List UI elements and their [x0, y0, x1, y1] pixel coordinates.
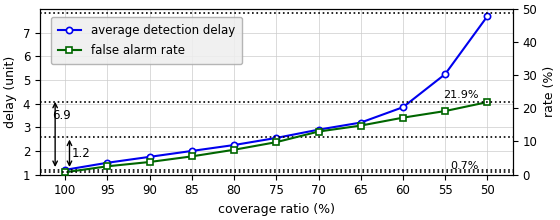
- false alarm rate: [442, 110, 449, 112]
- false alarm rate: [315, 130, 322, 133]
- Line: false alarm rate: false alarm rate: [62, 99, 491, 175]
- Text: 6.9: 6.9: [52, 109, 71, 122]
- Y-axis label: rate (%): rate (%): [543, 66, 556, 117]
- false alarm rate: [189, 155, 195, 158]
- false alarm rate: [273, 141, 279, 143]
- average detection delay: [400, 106, 407, 108]
- false alarm rate: [62, 171, 69, 174]
- false alarm rate: [484, 101, 491, 103]
- average detection delay: [189, 150, 195, 152]
- false alarm rate: [357, 124, 364, 127]
- average detection delay: [273, 137, 279, 139]
- average detection delay: [104, 161, 111, 164]
- average detection delay: [357, 121, 364, 124]
- false alarm rate: [231, 148, 237, 151]
- false alarm rate: [400, 116, 407, 119]
- X-axis label: coverage ratio (%): coverage ratio (%): [218, 203, 335, 216]
- Y-axis label: delay (unit): delay (unit): [4, 56, 17, 128]
- average detection delay: [315, 128, 322, 131]
- average detection delay: [146, 156, 153, 158]
- false alarm rate: [104, 165, 111, 168]
- Text: 21.9%: 21.9%: [444, 90, 479, 100]
- Text: 0.7%: 0.7%: [451, 161, 479, 170]
- average detection delay: [231, 144, 237, 146]
- Legend: average detection delay, false alarm rate: average detection delay, false alarm rat…: [50, 17, 242, 64]
- average detection delay: [442, 73, 449, 75]
- Line: average detection delay: average detection delay: [62, 13, 491, 173]
- average detection delay: [62, 169, 69, 171]
- Text: 1.2: 1.2: [71, 147, 90, 160]
- average detection delay: [484, 15, 491, 18]
- false alarm rate: [146, 161, 153, 163]
